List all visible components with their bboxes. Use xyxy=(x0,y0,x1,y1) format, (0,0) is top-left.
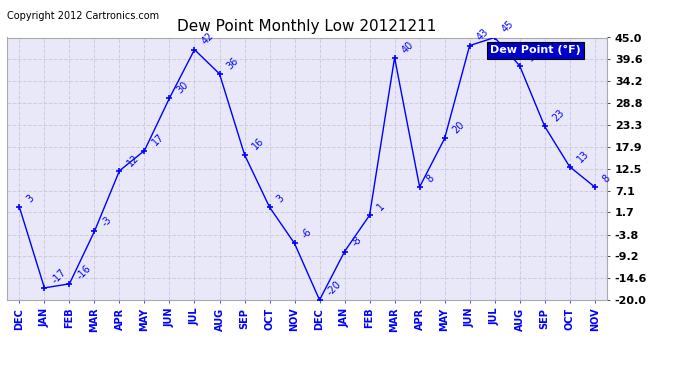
Text: 42: 42 xyxy=(200,31,216,47)
Text: 3: 3 xyxy=(25,193,37,204)
Text: 30: 30 xyxy=(175,80,190,95)
Text: Dew Point (°F): Dew Point (°F) xyxy=(490,45,581,56)
Text: 8: 8 xyxy=(425,173,437,184)
Text: 13: 13 xyxy=(575,148,591,164)
Text: 38: 38 xyxy=(525,47,541,63)
Text: 36: 36 xyxy=(225,56,241,71)
Text: -20: -20 xyxy=(325,279,344,297)
Text: 3: 3 xyxy=(275,193,286,204)
Text: -17: -17 xyxy=(50,267,68,285)
Text: 8: 8 xyxy=(600,173,611,184)
Text: 45: 45 xyxy=(500,19,516,35)
Text: 20: 20 xyxy=(450,120,466,136)
Text: 23: 23 xyxy=(550,108,566,124)
Text: -16: -16 xyxy=(75,263,93,281)
Text: 16: 16 xyxy=(250,136,266,152)
Text: 17: 17 xyxy=(150,132,166,148)
Title: Dew Point Monthly Low 20121211: Dew Point Monthly Low 20121211 xyxy=(177,18,437,33)
Text: 40: 40 xyxy=(400,39,416,55)
Text: Copyright 2012 Cartronics.com: Copyright 2012 Cartronics.com xyxy=(7,11,159,21)
Text: 1: 1 xyxy=(375,201,386,212)
Text: -6: -6 xyxy=(300,227,314,241)
Text: 12: 12 xyxy=(125,152,141,168)
Text: -3: -3 xyxy=(100,215,114,229)
Text: 43: 43 xyxy=(475,27,491,43)
Text: -8: -8 xyxy=(350,235,364,249)
